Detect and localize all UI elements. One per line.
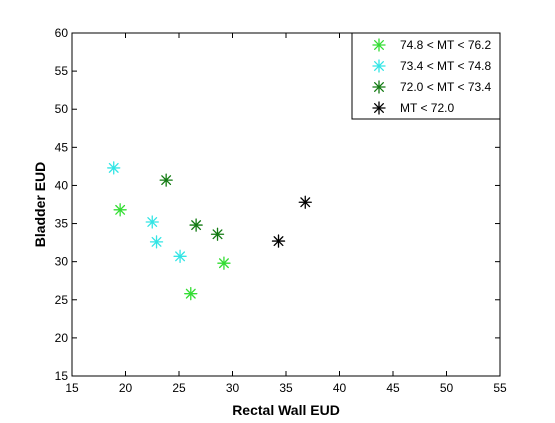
data-point	[107, 161, 121, 175]
marker-stroke	[300, 197, 311, 208]
x-axis-label: Rectal Wall EUD	[232, 402, 340, 418]
data-point	[271, 234, 286, 248]
x-tick-label: 35	[279, 381, 293, 395]
x-tick-label: 45	[386, 381, 400, 395]
legend-entry: MT < 72.0	[400, 101, 454, 115]
marker-stroke	[273, 236, 284, 247]
y-tick-label: 50	[55, 102, 69, 116]
marker-stroke	[374, 40, 384, 50]
data-point	[189, 218, 203, 232]
y-tick-label: 60	[55, 26, 69, 40]
y-tick-label: 40	[55, 178, 69, 192]
marker-stroke	[115, 204, 126, 215]
y-axis-label: Bladder EUD	[32, 162, 48, 248]
data-point	[149, 235, 164, 249]
marker-stroke	[161, 175, 172, 186]
legend-marker	[372, 80, 386, 94]
x-tick-label: 55	[493, 381, 507, 395]
data-point	[298, 195, 312, 209]
marker-stroke	[151, 236, 162, 247]
y-tick-label: 30	[55, 255, 69, 269]
y-tick-label: 15	[55, 369, 69, 383]
data-point	[159, 173, 173, 187]
data-points	[107, 161, 312, 301]
marker-stroke	[108, 162, 119, 173]
data-point	[217, 256, 231, 270]
marker-stroke	[374, 103, 384, 113]
legend-entry: 73.4 < MT < 74.8	[400, 59, 491, 73]
y-tick-label: 35	[55, 217, 69, 231]
legend-entry: 74.8 < MT < 76.2	[400, 38, 491, 52]
marker-stroke	[175, 251, 186, 262]
x-tick-label: 40	[333, 381, 347, 395]
y-tick-label: 20	[55, 331, 69, 345]
axis-ticks: 15 20 25 30 35 40 45 50 55 15 20 25 30 35 40 45 50 55 60	[55, 26, 507, 395]
data-point	[173, 249, 187, 263]
x-tick-label: 50	[440, 381, 454, 395]
data-point	[184, 287, 198, 301]
data-point	[210, 227, 225, 241]
y-tick-label: 25	[55, 293, 69, 307]
marker-stroke	[218, 258, 229, 269]
marker-stroke	[212, 229, 223, 240]
y-tick-label: 55	[55, 64, 69, 78]
legend-entry: 72.0 < MT < 73.4	[400, 80, 491, 94]
legend-marker	[372, 101, 386, 115]
legend-marker	[372, 38, 386, 52]
data-point	[145, 215, 159, 229]
y-tick-label: 45	[55, 140, 69, 154]
marker-stroke	[185, 288, 196, 299]
x-tick-label: 30	[226, 381, 240, 395]
marker-stroke	[374, 61, 384, 71]
marker-stroke	[374, 82, 384, 92]
x-tick-label: 20	[119, 381, 133, 395]
data-point	[113, 203, 127, 217]
legend-marker	[372, 59, 386, 73]
x-tick-label: 15	[65, 381, 79, 395]
marker-stroke	[191, 220, 202, 231]
marker-stroke	[147, 217, 158, 228]
legend: 74.8 < MT < 76.2 73.4 < MT < 74.8 72.0 < M…	[351, 32, 501, 120]
x-tick-label: 25	[172, 381, 186, 395]
